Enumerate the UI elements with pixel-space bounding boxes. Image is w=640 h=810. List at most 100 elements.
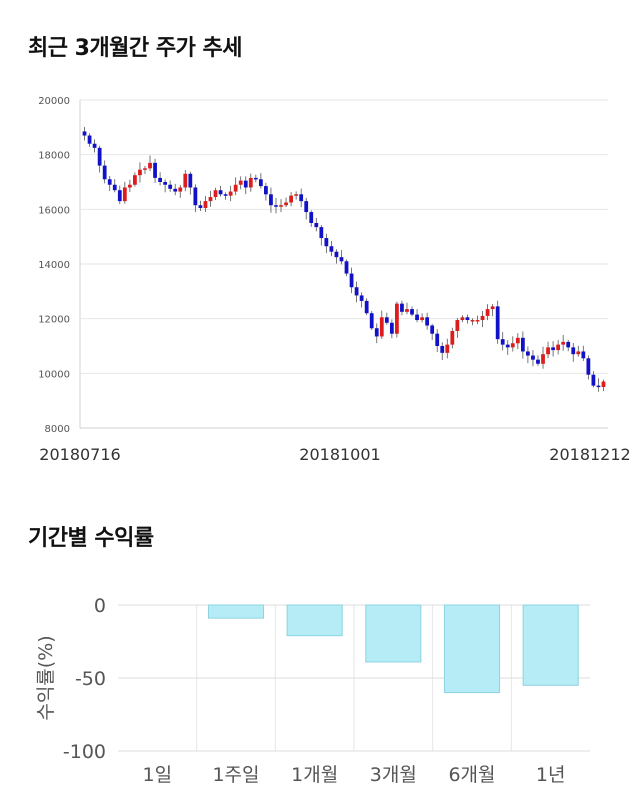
candle-body bbox=[243, 180, 248, 188]
candle-body bbox=[480, 315, 485, 321]
candle-body bbox=[536, 359, 540, 364]
candle-body bbox=[586, 358, 591, 375]
candle-body bbox=[576, 351, 581, 355]
candle-body bbox=[571, 347, 576, 355]
candle-body bbox=[127, 184, 132, 188]
candle-body bbox=[475, 320, 480, 322]
candle-body bbox=[445, 344, 450, 353]
price-trend-title: 최근 3개월간 주가 추세 bbox=[28, 36, 242, 61]
candle-body bbox=[168, 184, 173, 189]
candle-body bbox=[405, 309, 409, 312]
candle-body bbox=[188, 173, 193, 188]
candle-body bbox=[526, 351, 530, 356]
candle-body bbox=[551, 347, 555, 351]
return-bar bbox=[443, 604, 501, 694]
candle-body bbox=[455, 320, 460, 331]
candle-body bbox=[415, 314, 419, 321]
candle-body bbox=[334, 251, 339, 258]
candle-body bbox=[193, 187, 198, 206]
return-bar bbox=[207, 604, 265, 619]
candle-body bbox=[253, 177, 258, 180]
candle-body bbox=[238, 180, 243, 185]
candle-body bbox=[112, 184, 117, 191]
candle-body bbox=[344, 261, 349, 274]
candle-body bbox=[485, 309, 490, 316]
candle-body bbox=[369, 313, 374, 329]
candle-body bbox=[228, 191, 233, 196]
x-category-label: 1개월 bbox=[291, 764, 338, 786]
return-bar bbox=[522, 604, 579, 686]
candle-body bbox=[178, 187, 183, 192]
candle-body bbox=[440, 346, 445, 353]
x-category-label: 1주일 bbox=[212, 764, 259, 786]
y-tick-label: 18000 bbox=[38, 151, 70, 162]
candle-body bbox=[470, 320, 475, 322]
candle-body bbox=[581, 351, 586, 359]
y-tick-label: 12000 bbox=[38, 315, 70, 326]
candle-body bbox=[173, 188, 178, 192]
candle-body bbox=[117, 190, 122, 202]
candle-body bbox=[601, 381, 606, 387]
return-bar bbox=[286, 604, 343, 637]
candle-body bbox=[233, 184, 238, 192]
candle-body bbox=[359, 295, 364, 301]
candle-body bbox=[591, 374, 596, 386]
candle-body bbox=[546, 347, 550, 355]
y-tick-label: 10000 bbox=[38, 369, 70, 380]
candle-body bbox=[279, 205, 283, 207]
x-category-label: 6개월 bbox=[448, 764, 495, 786]
candle-body bbox=[515, 337, 520, 344]
candle-body bbox=[460, 317, 465, 321]
candle-body bbox=[379, 317, 384, 337]
candle-body bbox=[339, 257, 344, 262]
candle-body bbox=[107, 179, 112, 185]
candle-body bbox=[213, 190, 218, 198]
x-category-label: 1년 bbox=[536, 764, 566, 786]
candle-body bbox=[208, 197, 213, 202]
candle-body bbox=[520, 337, 525, 352]
x-tick-label: 20181212 bbox=[549, 445, 630, 464]
candle-body bbox=[490, 306, 495, 310]
y-tick-label: -50 bbox=[75, 668, 106, 690]
candle-body bbox=[374, 328, 379, 337]
candle-body bbox=[87, 135, 92, 144]
candle-body bbox=[395, 303, 399, 334]
candle-body bbox=[541, 354, 545, 364]
candle-body bbox=[319, 227, 324, 239]
x-tick-label: 20181001 bbox=[299, 445, 380, 464]
candle-body bbox=[289, 195, 293, 203]
candle-body bbox=[153, 162, 157, 178]
candle-body bbox=[148, 162, 152, 169]
candle-body bbox=[430, 325, 435, 334]
candle-body bbox=[198, 205, 203, 208]
candle-body bbox=[92, 143, 97, 148]
candle-body bbox=[82, 131, 87, 136]
candle-body bbox=[138, 169, 142, 176]
x-tick-label: 20180716 bbox=[39, 445, 120, 464]
y-tick-label: -100 bbox=[63, 741, 106, 763]
candlestick-chart: 20000 18000 16000 14000 12000 10000 8000 201807… bbox=[38, 96, 631, 464]
candle-body bbox=[495, 306, 500, 340]
candle-body bbox=[420, 317, 424, 321]
candle-body bbox=[465, 317, 470, 321]
candle-body bbox=[425, 317, 430, 326]
candle-body bbox=[384, 317, 389, 323]
y-tick-label: 8000 bbox=[45, 424, 70, 435]
candle-body bbox=[183, 173, 188, 188]
candle-body bbox=[349, 273, 354, 288]
candle-body bbox=[435, 333, 440, 346]
candle-body bbox=[284, 202, 288, 206]
candle-body bbox=[505, 344, 510, 348]
candle-body bbox=[389, 322, 394, 334]
candle-body bbox=[500, 339, 505, 345]
candle-body bbox=[274, 205, 278, 207]
candle-body bbox=[143, 168, 147, 170]
candle-body bbox=[294, 194, 299, 196]
candle-body bbox=[218, 190, 223, 195]
candle-body bbox=[531, 355, 535, 360]
x-category-label: 1일 bbox=[143, 764, 173, 786]
candle-body bbox=[223, 194, 228, 196]
candle-body bbox=[324, 238, 329, 247]
candle-body bbox=[566, 341, 571, 348]
